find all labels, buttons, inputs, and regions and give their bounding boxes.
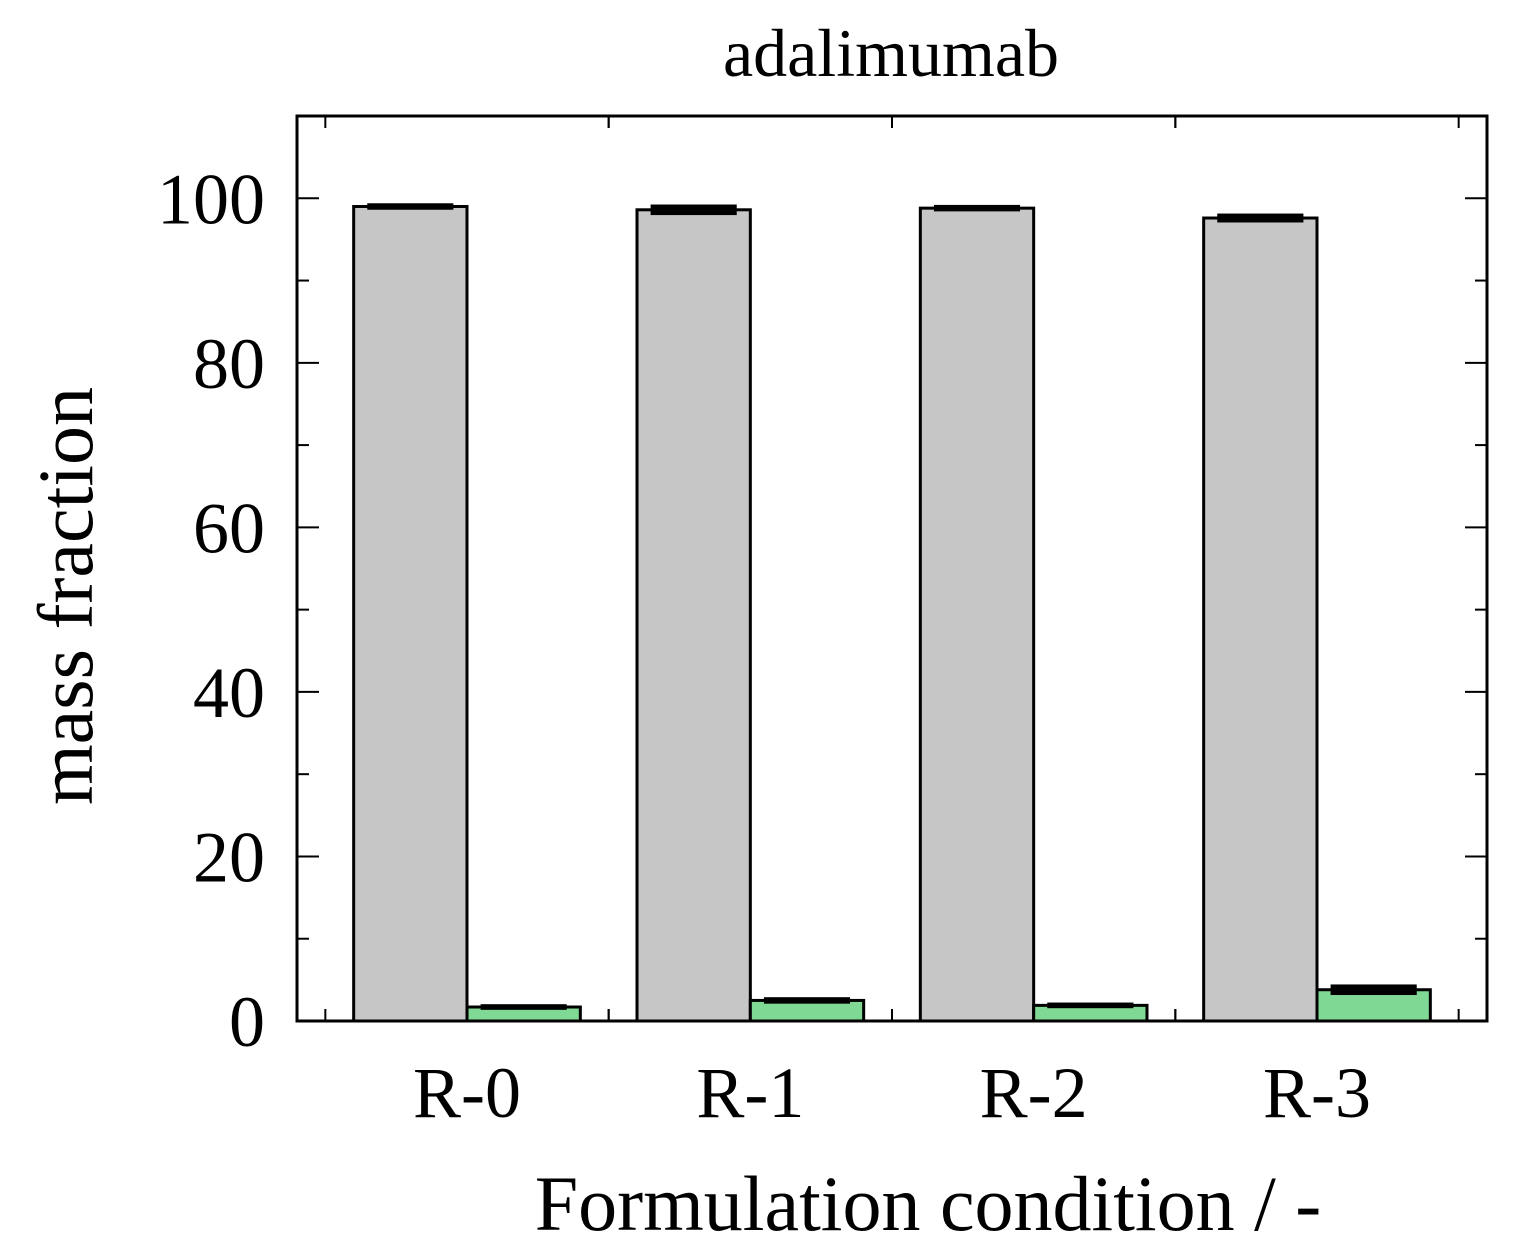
error-bar-r-3-series-1 [1217, 213, 1304, 223]
x-tick-label-r-2: R-2 [980, 1053, 1088, 1133]
x-axis-label: Formulation condition / - [535, 1160, 1321, 1247]
y-tick-label-60: 60 [193, 488, 265, 568]
error-bar-r-0-series-2 [480, 1004, 567, 1010]
bar-r-1-series-1 [635, 208, 752, 1023]
y-tick-label-20: 20 [193, 817, 265, 897]
error-bar-r-3-series-2 [1330, 984, 1417, 996]
error-bar-r-0-series-1 [367, 203, 454, 210]
bars-group [352, 205, 1432, 1023]
y-tick-label-100: 100 [157, 159, 265, 239]
y-tick-label-80: 80 [193, 324, 265, 404]
error-bar-r-2-series-1 [933, 204, 1021, 212]
y-tick-label-40: 40 [193, 653, 265, 733]
x-tick-label-r-0: R-0 [413, 1053, 521, 1133]
plot-frame [295, 114, 1489, 1023]
x-tick-label-r-3: R-3 [1263, 1053, 1371, 1133]
x-tick-labels: R-0 R-1 R-2 R-3 [413, 1053, 1371, 1133]
bar-r-0-series-1 [352, 205, 469, 1023]
x-tick-label-r-1: R-1 [696, 1053, 804, 1133]
error-bar-r-1-series-1 [650, 204, 737, 216]
error-bar-r-1-series-2 [763, 997, 851, 1004]
axis-ticks-group [297, 115, 1487, 1022]
y-tick-label-0: 0 [229, 982, 265, 1062]
chart-title: adalimumab [723, 15, 1059, 91]
error-bar-r-2-series-2 [1047, 1002, 1134, 1009]
error-bars-group [367, 203, 1417, 1010]
bar-r-2-series-1 [918, 206, 1036, 1023]
bar-r-3-series-1 [1202, 216, 1319, 1023]
y-tick-labels: 0 20 40 60 80 100 [157, 159, 265, 1062]
y-axis-label: mass fraction [22, 387, 109, 805]
